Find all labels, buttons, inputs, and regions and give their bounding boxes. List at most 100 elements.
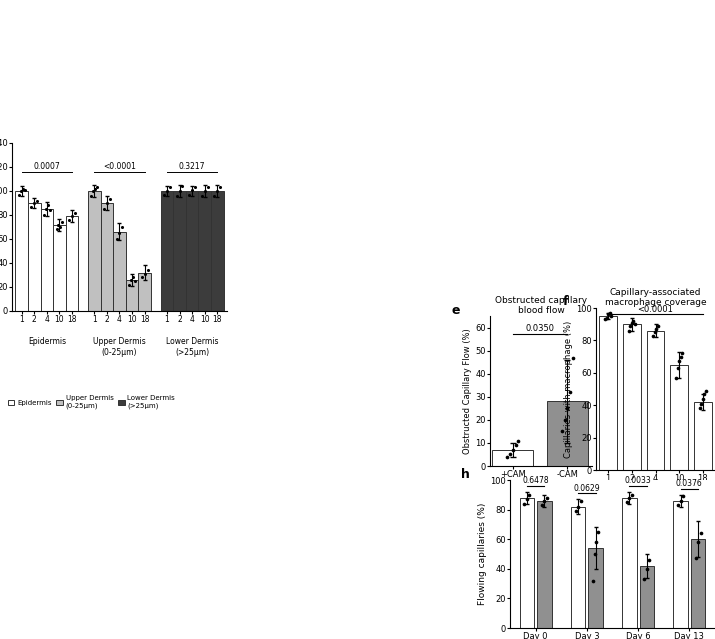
Point xyxy=(649,327,660,337)
Bar xyxy=(588,548,603,628)
Point xyxy=(127,272,139,282)
Point xyxy=(601,312,613,323)
Bar xyxy=(211,191,224,311)
Text: Lower Dermis
(>25μm): Lower Dermis (>25μm) xyxy=(166,337,218,357)
Point xyxy=(114,228,125,238)
Point xyxy=(196,190,207,201)
Text: f: f xyxy=(563,295,568,308)
Point xyxy=(510,440,521,450)
Text: 0.3217: 0.3217 xyxy=(179,162,205,171)
Point xyxy=(672,363,684,373)
Point xyxy=(26,201,37,212)
Bar xyxy=(88,191,101,311)
Point xyxy=(623,325,635,335)
Point xyxy=(626,318,638,328)
Point xyxy=(136,272,147,282)
Point xyxy=(212,186,223,196)
Point xyxy=(628,316,639,326)
Text: <0.0001: <0.0001 xyxy=(638,305,674,314)
Point xyxy=(671,373,682,383)
Text: <0.0001: <0.0001 xyxy=(103,162,136,171)
Point xyxy=(104,194,116,204)
Point xyxy=(570,506,581,516)
Point xyxy=(625,321,636,331)
Y-axis label: Obstructed Capillary Flow (%): Obstructed Capillary Flow (%) xyxy=(463,328,473,454)
Bar xyxy=(101,203,113,311)
Bar xyxy=(66,216,79,311)
Point xyxy=(124,279,135,289)
Point xyxy=(603,309,614,320)
Point xyxy=(502,452,513,462)
Point xyxy=(214,182,226,192)
Bar xyxy=(571,507,586,628)
Bar xyxy=(694,402,711,470)
Point xyxy=(158,190,169,200)
Point xyxy=(44,205,56,215)
Bar xyxy=(537,501,551,628)
Point xyxy=(573,502,584,512)
Text: Epidermis: Epidermis xyxy=(28,337,66,346)
Bar xyxy=(113,232,126,311)
Point xyxy=(86,190,97,201)
Point xyxy=(638,574,650,584)
Bar xyxy=(41,209,53,311)
Point xyxy=(504,449,516,459)
Legend: Epidermis, Upper Dermis
(0-25μm), Lower Dermis
(>25μm): Epidermis, Upper Dermis (0-25μm), Lower … xyxy=(5,392,178,412)
Point xyxy=(40,204,51,214)
Point xyxy=(102,198,113,208)
Point xyxy=(139,268,150,279)
Point xyxy=(699,389,710,399)
Y-axis label: Capillaries with macrophage (%): Capillaries with macrophage (%) xyxy=(564,320,573,458)
Point xyxy=(575,496,586,506)
Point xyxy=(675,496,686,506)
Point xyxy=(55,222,66,232)
Point xyxy=(674,357,685,367)
Point xyxy=(562,403,573,413)
Point xyxy=(644,555,655,565)
Point xyxy=(88,186,99,196)
Bar xyxy=(623,324,641,470)
Point xyxy=(694,403,706,413)
Point xyxy=(15,186,26,196)
Point xyxy=(692,537,704,547)
Bar xyxy=(173,191,186,311)
Title: Capillary-associated
macrophage coverage: Capillary-associated macrophage coverage xyxy=(605,288,706,307)
Point xyxy=(556,426,568,436)
Point xyxy=(89,183,101,194)
Point xyxy=(189,182,201,192)
Bar xyxy=(161,191,173,311)
Point xyxy=(513,436,524,446)
Point xyxy=(524,489,536,500)
Point xyxy=(66,211,78,221)
Point xyxy=(209,190,220,201)
Text: e: e xyxy=(451,304,460,317)
Bar xyxy=(674,501,688,628)
Point xyxy=(695,528,706,539)
Bar xyxy=(186,191,199,311)
Bar xyxy=(671,365,688,470)
Point xyxy=(541,493,553,503)
Point xyxy=(536,500,548,511)
Point xyxy=(13,190,24,200)
Point xyxy=(31,196,43,206)
Point xyxy=(171,190,182,201)
Point xyxy=(177,181,188,191)
Bar xyxy=(640,566,654,628)
Point xyxy=(51,224,62,235)
Point xyxy=(641,564,653,574)
Bar xyxy=(28,203,41,311)
Point xyxy=(600,314,611,325)
Point xyxy=(647,330,659,341)
Point xyxy=(64,215,75,225)
Point xyxy=(690,553,701,564)
Point xyxy=(589,549,601,559)
Bar xyxy=(126,280,139,311)
Point xyxy=(184,190,195,200)
Text: 0.0350: 0.0350 xyxy=(526,325,555,334)
Bar xyxy=(599,316,617,470)
Point xyxy=(697,394,709,404)
Point xyxy=(672,500,684,511)
Point xyxy=(538,496,550,506)
Point xyxy=(98,204,109,214)
Point xyxy=(676,348,688,358)
